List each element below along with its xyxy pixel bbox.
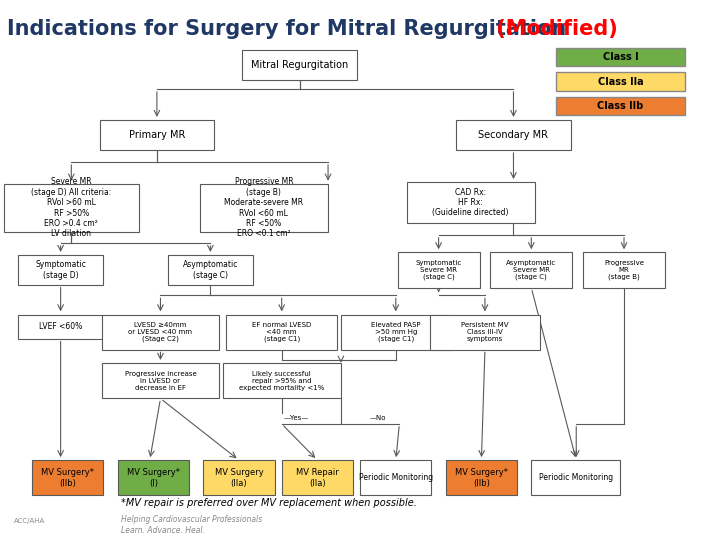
FancyBboxPatch shape <box>456 120 570 150</box>
Text: MV Surgery
(IIa): MV Surgery (IIa) <box>215 468 264 488</box>
Text: Class IIa: Class IIa <box>598 77 643 86</box>
Text: LVESD ≥40mm
or LVESD <40 mm
(Stage C2): LVESD ≥40mm or LVESD <40 mm (Stage C2) <box>128 322 192 342</box>
FancyBboxPatch shape <box>117 460 189 496</box>
Text: Symptomatic
Severe MR
(stage C): Symptomatic Severe MR (stage C) <box>415 260 462 280</box>
FancyBboxPatch shape <box>18 314 104 339</box>
FancyBboxPatch shape <box>360 460 431 496</box>
FancyBboxPatch shape <box>243 50 356 79</box>
FancyBboxPatch shape <box>446 460 517 496</box>
FancyBboxPatch shape <box>203 460 274 496</box>
FancyBboxPatch shape <box>282 460 353 496</box>
FancyBboxPatch shape <box>583 252 665 287</box>
Text: LVEF <60%: LVEF <60% <box>39 322 82 331</box>
FancyBboxPatch shape <box>102 363 220 399</box>
Text: Likely successful
repair >95% and
expected mortality <1%: Likely successful repair >95% and expect… <box>239 370 325 391</box>
Text: MV Surgery*
(IIb): MV Surgery* (IIb) <box>455 468 508 488</box>
Text: Progressive
MR
(stage B): Progressive MR (stage B) <box>604 260 644 280</box>
Text: Helping Cardiovascular Professionals
Learn. Advance. Heal.: Helping Cardiovascular Professionals Lea… <box>121 515 262 535</box>
FancyBboxPatch shape <box>407 183 535 222</box>
Text: Class I: Class I <box>603 52 638 62</box>
Text: MV Surgery*
(I): MV Surgery* (I) <box>127 468 180 488</box>
Text: Severe MR
(stage D) All criteria:
RVol >60 mL
RF >50%
ERO >0.4 cm²
LV dilation: Severe MR (stage D) All criteria: RVol >… <box>31 178 112 238</box>
Text: Primary MR: Primary MR <box>129 130 185 140</box>
FancyBboxPatch shape <box>102 314 220 350</box>
FancyBboxPatch shape <box>430 314 540 350</box>
FancyBboxPatch shape <box>168 255 253 285</box>
FancyBboxPatch shape <box>490 252 572 287</box>
Text: (Modified): (Modified) <box>489 19 617 39</box>
FancyBboxPatch shape <box>557 72 685 91</box>
FancyBboxPatch shape <box>32 460 104 496</box>
FancyBboxPatch shape <box>341 314 451 350</box>
FancyBboxPatch shape <box>397 252 480 287</box>
Text: Elevated PASP
>50 mm Hg
(stage C1): Elevated PASP >50 mm Hg (stage C1) <box>371 322 420 342</box>
FancyBboxPatch shape <box>226 314 337 350</box>
Text: —Yes—: —Yes— <box>284 415 309 421</box>
FancyBboxPatch shape <box>531 460 621 496</box>
Text: MV Repair
(IIa): MV Repair (IIa) <box>296 468 338 488</box>
Text: Asymptomatic
Severe MR
(stage C): Asymptomatic Severe MR (stage C) <box>506 260 557 280</box>
FancyBboxPatch shape <box>199 184 328 232</box>
FancyBboxPatch shape <box>223 363 341 399</box>
Text: Indications for Surgery for Mitral Regurgitation: Indications for Surgery for Mitral Regur… <box>7 19 567 39</box>
Text: Mitral Regurgitation: Mitral Regurgitation <box>251 60 348 70</box>
Text: CAD Rx:
HF Rx:
(Guideline directed): CAD Rx: HF Rx: (Guideline directed) <box>433 187 509 218</box>
FancyBboxPatch shape <box>18 255 104 285</box>
Text: Class IIb: Class IIb <box>598 101 644 111</box>
Text: Periodic Monitoring: Periodic Monitoring <box>359 474 433 482</box>
Text: Asymptomatic
(stage C): Asymptomatic (stage C) <box>183 260 238 280</box>
FancyBboxPatch shape <box>557 97 685 115</box>
Text: —No: —No <box>370 415 386 421</box>
Text: EF normal LVESD
<40 mm
(stage C1): EF normal LVESD <40 mm (stage C1) <box>252 322 311 342</box>
Text: Persistent MV
Class III-IV
symptoms: Persistent MV Class III-IV symptoms <box>462 322 509 342</box>
FancyBboxPatch shape <box>100 120 214 150</box>
FancyBboxPatch shape <box>557 48 685 66</box>
Text: MV Surgery*
(IIb): MV Surgery* (IIb) <box>41 468 94 488</box>
Text: Symptomatic
(stage D): Symptomatic (stage D) <box>35 260 86 280</box>
Text: Periodic Monitoring: Periodic Monitoring <box>539 474 613 482</box>
Text: Progressive MR
(stage B)
Moderate-severe MR
RVol <60 mL
RF <50%
ERO <0.1 cm²: Progressive MR (stage B) Moderate-severe… <box>225 178 303 238</box>
Text: Progressive increase
in LVESD or
decrease in EF: Progressive increase in LVESD or decreas… <box>125 370 197 391</box>
Text: Secondary MR: Secondary MR <box>479 130 549 140</box>
FancyBboxPatch shape <box>4 184 139 232</box>
Text: *MV repair is preferred over MV replacement when possible.: *MV repair is preferred over MV replacem… <box>121 498 417 508</box>
Text: ACC/AHA: ACC/AHA <box>14 518 45 524</box>
